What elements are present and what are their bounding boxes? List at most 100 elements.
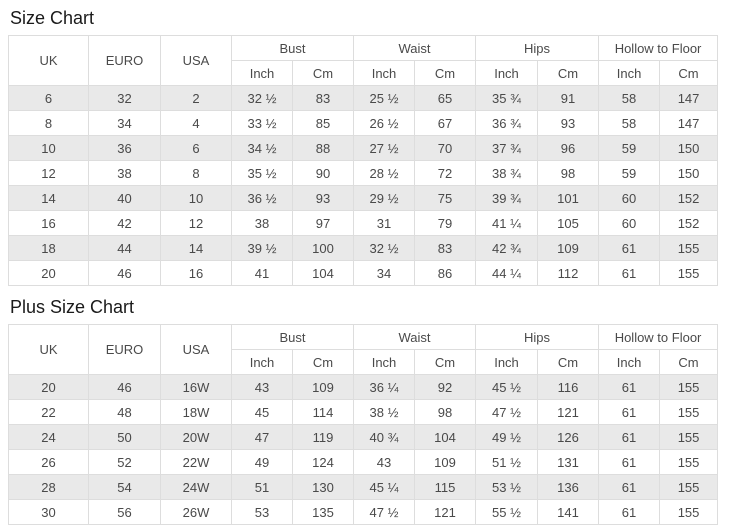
- col-header-usa: USA: [160, 324, 232, 375]
- col-header-waist-cm: Cm: [414, 60, 477, 86]
- table-cell: 51: [231, 474, 293, 500]
- table-row: 12 38 8 35 ½ 90 28 ½ 72 38 ¾ 98 59 150: [8, 160, 719, 186]
- col-group-waist: Waist: [353, 324, 477, 350]
- table-row: 20 46 16W 43 109 36 ¼ 92 45 ½ 116 61 155: [8, 374, 719, 400]
- table-cell: 8: [8, 110, 89, 136]
- col-header-waist-inch: Inch: [353, 349, 416, 375]
- col-group-hips: Hips: [475, 324, 600, 350]
- table-row: 24 50 20W 47 119 40 ¾ 104 49 ½ 126 61 155: [8, 424, 719, 450]
- col-header-bust-inch: Inch: [231, 349, 293, 375]
- table-cell: 44: [88, 235, 161, 261]
- table-cell: 39 ½: [231, 235, 293, 261]
- table-cell: 26W: [160, 499, 232, 525]
- table-cell: 14: [160, 235, 232, 261]
- table-cell: 61: [598, 424, 661, 450]
- table-cell: 97: [291, 210, 355, 236]
- table-cell: 88: [291, 135, 355, 161]
- size-chart-section: Size Chart UK EURO USA Bust Waist Hips H…: [8, 8, 722, 286]
- table-cell: 18: [8, 235, 89, 261]
- table-cell: 60: [598, 210, 661, 236]
- table-cell: 141: [537, 499, 600, 525]
- table-cell: 36 ½: [231, 185, 293, 211]
- table-cell: 130: [291, 474, 355, 500]
- table-cell: 38 ¾: [475, 160, 539, 186]
- col-group-hips: Hips: [475, 35, 600, 61]
- table-row: 6 32 2 32 ½ 83 25 ½ 65 35 ¾ 91 58 147: [8, 85, 719, 111]
- table-cell: 136: [537, 474, 600, 500]
- table-cell: 50: [88, 424, 161, 450]
- table-cell: 116: [537, 374, 600, 400]
- table-cell: 10: [160, 185, 232, 211]
- table-row: 14 40 10 36 ½ 93 29 ½ 75 39 ¾ 101 60 152: [8, 185, 719, 211]
- table-cell: 45: [231, 399, 293, 425]
- col-group-waist: Waist: [353, 35, 477, 61]
- table-cell: 45 ¼: [353, 474, 416, 500]
- table-cell: 100: [291, 235, 355, 261]
- table-row: 10 36 6 34 ½ 88 27 ½ 70 37 ¾ 96 59 150: [8, 135, 719, 161]
- table-cell: 105: [537, 210, 600, 236]
- table-cell: 31: [353, 210, 416, 236]
- col-header-hips-inch: Inch: [475, 60, 539, 86]
- table-cell: 147: [659, 110, 719, 136]
- table-cell: 47 ½: [475, 399, 539, 425]
- table-cell: 29 ½: [353, 185, 416, 211]
- table-cell: 25 ½: [353, 85, 416, 111]
- table-cell: 22W: [160, 449, 232, 475]
- table-cell: 150: [659, 160, 719, 186]
- col-header-hips-cm: Cm: [537, 349, 600, 375]
- table-cell: 38 ½: [353, 399, 416, 425]
- plus-size-chart-title: Plus Size Chart: [10, 297, 135, 317]
- table-cell: 61: [598, 374, 661, 400]
- table-cell: 112: [537, 260, 600, 286]
- table-cell: 33 ½: [231, 110, 293, 136]
- table-cell: 152: [659, 185, 719, 211]
- table-cell: 65: [414, 85, 477, 111]
- table-row: 26 52 22W 49 124 43 109 51 ½ 131 61 155: [8, 449, 719, 475]
- size-chart-title: Size Chart: [10, 8, 95, 28]
- table-cell: 59: [598, 160, 661, 186]
- table-cell: 155: [659, 374, 719, 400]
- table-cell: 155: [659, 474, 719, 500]
- table-cell: 26 ½: [353, 110, 416, 136]
- col-header-hips-cm: Cm: [537, 60, 600, 86]
- col-header-euro: EURO: [88, 35, 161, 86]
- table-cell: 36 ¾: [475, 110, 539, 136]
- table-cell: 42: [88, 210, 161, 236]
- table-cell: 43: [231, 374, 293, 400]
- table-cell: 34: [353, 260, 416, 286]
- table-cell: 72: [414, 160, 477, 186]
- table-row: 22 48 18W 45 114 38 ½ 98 47 ½ 121 61 155: [8, 399, 719, 425]
- table-cell: 47 ½: [353, 499, 416, 525]
- table-cell: 41: [231, 260, 293, 286]
- col-header-bust-inch: Inch: [231, 60, 293, 86]
- size-chart-table: UK EURO USA Bust Waist Hips Hollow to Fl…: [8, 35, 719, 286]
- table-cell: 61: [598, 260, 661, 286]
- table-cell: 155: [659, 399, 719, 425]
- table-cell: 91: [537, 85, 600, 111]
- table-cell: 36 ¼: [353, 374, 416, 400]
- table-cell: 155: [659, 499, 719, 525]
- table-cell: 40: [88, 185, 161, 211]
- table-cell: 79: [414, 210, 477, 236]
- table-cell: 90: [291, 160, 355, 186]
- table-cell: 121: [537, 399, 600, 425]
- table-cell: 58: [598, 110, 661, 136]
- col-header-hips-inch: Inch: [475, 349, 539, 375]
- table-cell: 61: [598, 499, 661, 525]
- table-cell: 24: [8, 424, 89, 450]
- table-cell: 28: [8, 474, 89, 500]
- table-row: 28 54 24W 51 130 45 ¼ 115 53 ½ 136 61 155: [8, 474, 719, 500]
- table-cell: 40 ¾: [353, 424, 416, 450]
- table-row: 30 56 26W 53 135 47 ½ 121 55 ½ 141 61 155: [8, 499, 719, 525]
- table-cell: 32 ½: [231, 85, 293, 111]
- table-cell: 12: [160, 210, 232, 236]
- plus-size-chart-body: 20 46 16W 43 109 36 ¼ 92 45 ½ 116 61 155 22 48 18W 45 1…: [8, 374, 719, 525]
- table-header-row-groups: UK EURO USA Bust Waist Hips Hollow to Fl…: [8, 324, 719, 375]
- table-cell: 155: [659, 235, 719, 261]
- table-cell: 109: [291, 374, 355, 400]
- col-header-bust-cm: Cm: [291, 349, 355, 375]
- table-cell: 41 ¼: [475, 210, 539, 236]
- table-cell: 59: [598, 135, 661, 161]
- table-cell: 53 ½: [475, 474, 539, 500]
- table-cell: 61: [598, 474, 661, 500]
